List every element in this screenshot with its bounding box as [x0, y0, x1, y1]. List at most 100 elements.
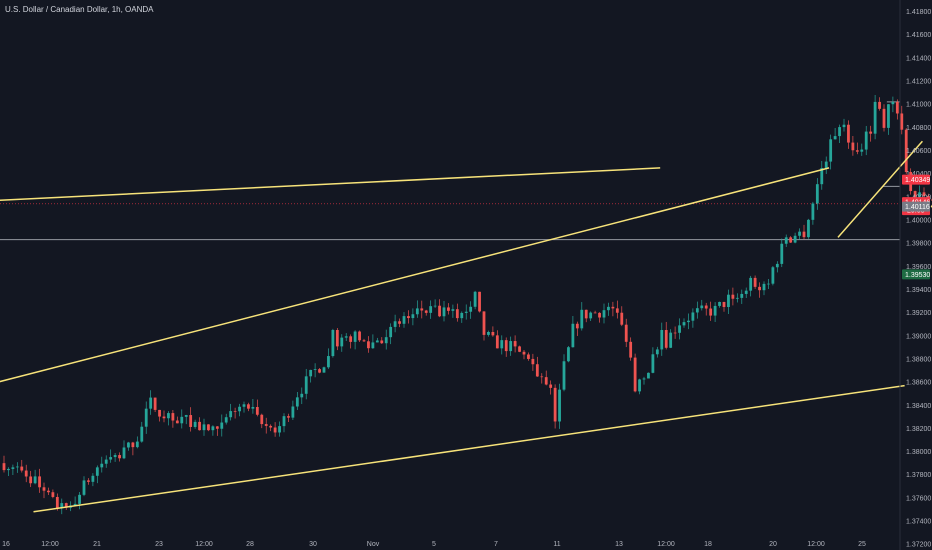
candle-body	[553, 387, 557, 422]
candle-body	[651, 354, 655, 373]
time-tick-label: 12:00	[195, 541, 213, 548]
candle-body	[678, 325, 681, 333]
candle-body	[318, 369, 321, 373]
candle-body	[620, 312, 624, 325]
candle-body	[611, 306, 615, 309]
candle-body	[758, 286, 761, 291]
candle-body	[740, 293, 744, 298]
candle-body	[629, 341, 633, 358]
candle-body	[398, 321, 401, 324]
candle-body	[851, 142, 855, 151]
candle-body	[322, 367, 326, 373]
time-tick-label: 11	[553, 541, 560, 548]
candle-body	[864, 131, 868, 150]
candle-body	[451, 309, 455, 311]
price-tick-label: 1.40600	[906, 148, 931, 155]
candle-body	[882, 108, 886, 128]
candle-body	[29, 476, 33, 484]
candle-body	[878, 101, 881, 109]
candle-body	[300, 393, 304, 398]
candle-body	[140, 426, 144, 442]
candle-body	[722, 301, 726, 308]
price-tick-label: 1.37400	[906, 519, 931, 526]
candle-body	[118, 455, 121, 459]
candle-body	[513, 341, 517, 347]
candle-body	[264, 424, 268, 426]
candle-body	[109, 457, 113, 460]
candle-body	[695, 308, 699, 313]
candle-body	[500, 340, 504, 349]
candle-body	[824, 161, 828, 169]
candle-body	[735, 297, 739, 299]
candle-body	[295, 397, 299, 407]
price-tick-label: 1.38600	[906, 380, 931, 387]
candle-body	[558, 389, 561, 422]
candle-body	[251, 407, 255, 409]
candle-body	[100, 463, 104, 468]
candle-body	[789, 237, 793, 243]
candle-body	[402, 316, 406, 324]
candle-body	[802, 231, 806, 238]
candle-body	[660, 330, 664, 350]
candle-body	[833, 136, 837, 140]
candle-body	[162, 416, 166, 419]
time-tick-label: 5	[432, 541, 436, 548]
time-tick-label: 25	[858, 541, 866, 548]
time-tick-label: 16	[2, 541, 10, 548]
candle-body	[393, 321, 397, 327]
price-tick-label: 1.37800	[906, 472, 931, 479]
candle-body	[282, 416, 286, 427]
time-tick-label: 12:00	[807, 541, 825, 548]
candle-body	[518, 346, 521, 352]
candle-body	[633, 357, 637, 392]
candle-body	[749, 277, 753, 291]
candle-body	[51, 492, 55, 497]
candle-body	[7, 468, 10, 471]
candle-body	[815, 184, 819, 204]
candle-body	[820, 168, 824, 185]
candle-body	[371, 342, 375, 349]
candle-body	[220, 422, 224, 429]
candle-body	[42, 487, 46, 491]
trendline	[0, 167, 830, 383]
candle-body	[478, 291, 481, 312]
candle-body	[429, 306, 433, 313]
candle-body	[122, 447, 126, 459]
candle-body	[473, 291, 477, 307]
candle-body	[362, 340, 366, 342]
candle-body	[709, 308, 713, 316]
candle-body	[389, 326, 393, 338]
candle-body	[224, 417, 228, 423]
price-tick-label: 1.40800	[906, 125, 931, 132]
candle-body	[584, 309, 588, 319]
candle-body	[335, 330, 339, 347]
candle-body	[860, 149, 864, 152]
price-tick-label: 1.39600	[906, 264, 931, 271]
candle-body	[873, 101, 877, 134]
time-tick-label: 21	[93, 541, 101, 548]
candle-body	[104, 459, 108, 464]
candle-body	[491, 331, 495, 336]
candle-body	[442, 307, 446, 317]
candle-body	[887, 104, 890, 128]
time-tick-label: 28	[246, 541, 254, 548]
price-tick-label: 1.37600	[906, 495, 931, 502]
candle-body	[113, 455, 117, 458]
candle-body	[607, 306, 610, 311]
candle-body	[598, 312, 601, 318]
candle-body	[304, 376, 308, 394]
candle-body	[193, 421, 197, 427]
candle-body	[615, 308, 619, 313]
candle-body	[420, 308, 424, 311]
candle-body	[344, 336, 348, 338]
candle-body	[455, 309, 459, 319]
time-tick-label: 23	[155, 541, 163, 548]
candle-body	[207, 424, 210, 431]
candle-body	[691, 312, 695, 321]
candle-body	[149, 397, 153, 409]
candle-body	[20, 466, 24, 471]
candle-body	[798, 231, 801, 236]
price-tick-label: 1.39800	[906, 241, 931, 248]
candle-body	[771, 267, 775, 284]
